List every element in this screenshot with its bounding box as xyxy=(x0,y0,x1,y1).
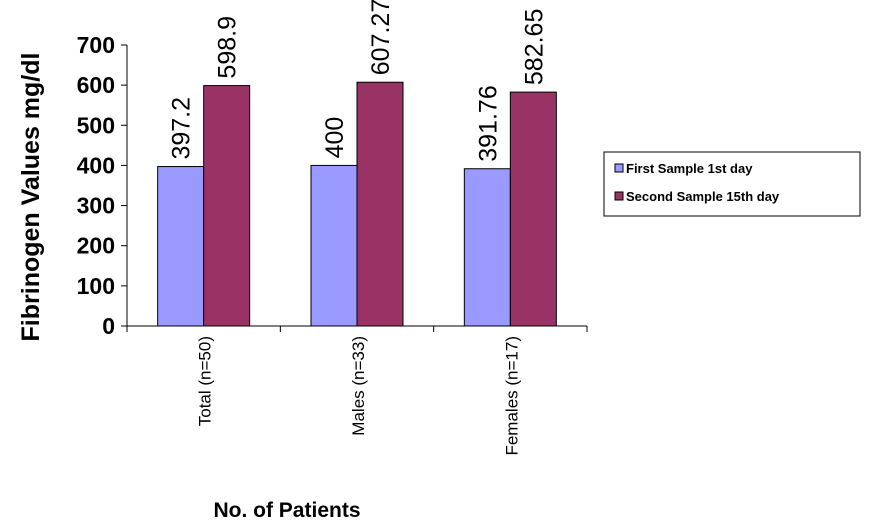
bar-first-sample xyxy=(463,168,511,327)
legend-label: First Sample 1st day xyxy=(626,161,753,176)
legend-swatch xyxy=(614,163,624,173)
y-tick-label: 0 xyxy=(102,313,115,339)
bar-first-sample xyxy=(157,166,205,327)
y-tick-label: 300 xyxy=(77,193,115,219)
data-label: 397.2 xyxy=(168,97,196,160)
y-tick-label: 400 xyxy=(77,152,115,178)
bar-second-sample xyxy=(356,81,404,327)
data-label: 607.27 xyxy=(367,0,395,75)
data-label: 598.9 xyxy=(214,16,242,79)
x-category-label: Total (n=50) xyxy=(196,336,215,426)
x-category-label: Females (n=17) xyxy=(502,336,521,456)
data-label: 582.65 xyxy=(520,9,548,85)
y-axis: 0 100 200 300 400 500 600 700 xyxy=(77,32,128,339)
bar-second-sample xyxy=(203,85,251,327)
legend-box xyxy=(603,151,861,217)
y-tick-label: 600 xyxy=(77,72,115,98)
bar-second-sample xyxy=(509,91,557,327)
x-axis: Total (n=50) Males (n=33) Females (n=17) xyxy=(126,325,588,456)
y-tick-label: 500 xyxy=(77,112,115,138)
legend-label: Second Sample 15th day xyxy=(626,189,780,204)
y-tick-label: 100 xyxy=(77,273,115,299)
y-axis-title: Fibrinogen Values mg/dl xyxy=(17,53,45,342)
y-tick-label: 700 xyxy=(77,32,115,58)
data-label: 391.76 xyxy=(474,85,502,161)
data-labels-group: 397.2 598.9 400 607.27 391.76 582.65 xyxy=(168,0,549,162)
bars-group xyxy=(157,81,557,327)
y-tick-label: 200 xyxy=(77,233,115,259)
legend-swatch xyxy=(614,191,624,201)
x-axis-title: No. of Patients xyxy=(213,499,360,522)
x-category-label: Males (n=33) xyxy=(349,336,368,436)
bar-first-sample xyxy=(310,164,358,327)
data-label: 400 xyxy=(321,117,349,159)
legend: First Sample 1st day Second Sample 15th d… xyxy=(603,151,861,217)
